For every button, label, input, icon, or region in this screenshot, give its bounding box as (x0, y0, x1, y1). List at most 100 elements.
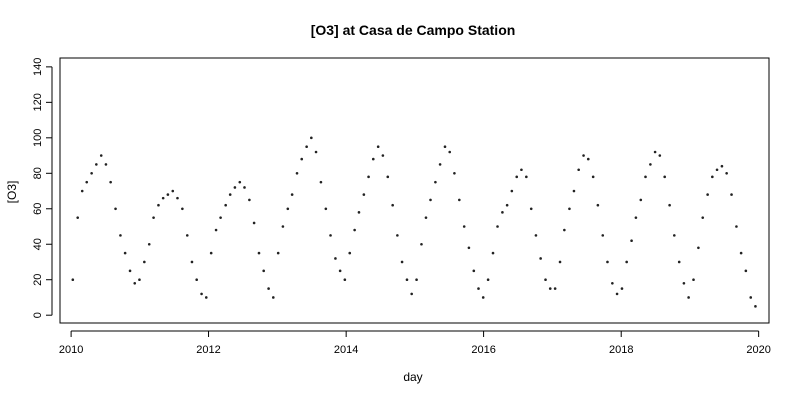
data-points (71, 136, 757, 308)
data-point (434, 180, 437, 184)
data-point (353, 228, 356, 232)
data-point (448, 150, 452, 154)
data-point (620, 287, 624, 290)
data-point (252, 221, 256, 225)
data-point (453, 171, 456, 175)
data-point (687, 296, 690, 299)
data-point (143, 260, 146, 264)
data-point (338, 269, 342, 273)
data-point (548, 287, 552, 290)
data-point (720, 164, 724, 168)
data-point (324, 207, 328, 211)
data-point (343, 278, 347, 282)
data-point (525, 175, 528, 179)
data-point (386, 175, 390, 179)
data-point (715, 168, 719, 172)
data-point (224, 203, 227, 207)
data-point (95, 163, 98, 166)
data-point (267, 287, 270, 290)
data-point (544, 278, 547, 282)
data-point (730, 193, 733, 196)
data-point (305, 145, 308, 148)
data-point (534, 234, 538, 237)
data-point (496, 225, 499, 228)
data-point (491, 251, 495, 255)
data-point (219, 216, 222, 219)
data-point (668, 203, 671, 207)
data-point (754, 305, 757, 308)
data-point (563, 228, 566, 232)
y-tick-label: 60 (32, 203, 44, 215)
data-point (400, 260, 404, 264)
data-point (147, 242, 151, 246)
data-point (601, 234, 605, 237)
data-point (290, 193, 294, 196)
data-point (735, 225, 738, 228)
data-point (166, 193, 170, 196)
data-point (568, 207, 571, 211)
data-point (262, 269, 266, 273)
data-point (515, 175, 519, 179)
data-point (357, 211, 361, 214)
y-axis-label: [O3] (5, 181, 19, 204)
data-point (701, 216, 705, 219)
data-point (481, 296, 485, 299)
data-point (76, 216, 79, 219)
data-point (228, 193, 232, 196)
data-point (80, 189, 84, 193)
data-point (486, 278, 490, 282)
data-point (362, 193, 366, 196)
data-point (238, 180, 242, 184)
data-point (176, 196, 179, 200)
data-point (477, 287, 480, 290)
data-point (625, 260, 628, 264)
data-point (376, 145, 380, 148)
data-point (209, 251, 213, 255)
data-point (248, 198, 251, 202)
data-point (577, 168, 580, 172)
data-point (462, 225, 466, 228)
data-point (90, 171, 93, 175)
data-point (71, 278, 75, 282)
data-point (596, 203, 600, 207)
data-point (405, 278, 409, 282)
data-point (329, 234, 332, 237)
data-point (558, 260, 562, 264)
data-point (371, 157, 375, 161)
data-point (677, 260, 681, 264)
data-point (257, 251, 261, 255)
chart-title: [O3] at Casa de Campo Station (311, 22, 516, 38)
data-point (104, 163, 108, 166)
data-point (539, 257, 542, 260)
data-point (749, 296, 753, 299)
y-tick-label: 0 (32, 312, 44, 318)
data-point (367, 175, 370, 179)
data-point (682, 281, 686, 285)
x-axis: 2010 2012 2014 2016 2018 2020 (59, 330, 771, 356)
data-point (286, 207, 290, 211)
data-point (334, 257, 337, 260)
data-point (204, 296, 208, 299)
y-tick-label: 20 (32, 274, 44, 286)
data-point (443, 145, 447, 148)
data-point (429, 198, 432, 202)
data-point (472, 269, 476, 273)
y-tick-label: 120 (32, 93, 44, 111)
x-axis-label: day (403, 370, 422, 384)
x-tick-label: 2016 (471, 344, 495, 356)
data-point (185, 234, 189, 237)
data-point (706, 193, 709, 196)
data-point (505, 203, 509, 207)
data-point (161, 196, 165, 200)
data-point (697, 246, 700, 250)
data-point (615, 292, 619, 296)
data-point (611, 281, 614, 285)
data-point (391, 203, 394, 207)
y-tick-label: 140 (32, 58, 44, 76)
data-point (214, 228, 218, 232)
data-point (692, 278, 695, 282)
data-point (181, 207, 184, 211)
x-tick-label: 2012 (196, 344, 220, 356)
y-axis: 0 20 40 60 80 100 120 140 (32, 58, 53, 318)
data-point (152, 216, 155, 219)
